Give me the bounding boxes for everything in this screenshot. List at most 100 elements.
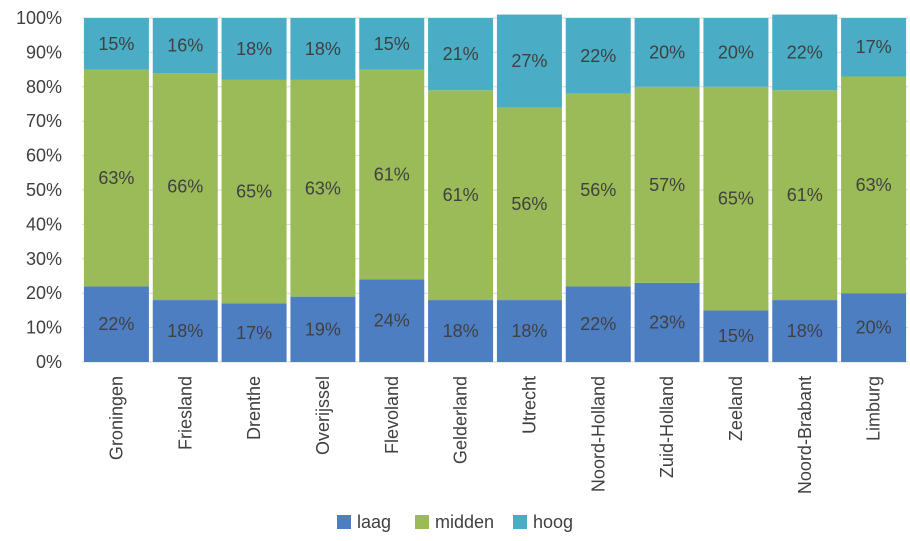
data-label-hoog: 16%: [167, 36, 203, 56]
bar-segment-midden: [290, 79, 356, 297]
data-label-hoog: 17%: [856, 37, 892, 57]
legend-label-midden: midden: [435, 512, 494, 532]
data-label-midden: 56%: [511, 194, 547, 214]
data-label-hoog: 18%: [236, 39, 272, 59]
data-label-midden: 63%: [98, 168, 134, 188]
data-label-hoog: 20%: [718, 42, 754, 62]
bar-segment-hoog: [290, 18, 356, 80]
bar-segment-laag: [359, 279, 425, 362]
y-tick-label: 60%: [26, 146, 62, 166]
data-label-hoog: 15%: [98, 34, 134, 54]
y-tick-label: 90%: [26, 42, 62, 62]
legend: laag midden hoog: [337, 512, 573, 532]
data-label-midden: 57%: [649, 175, 685, 195]
x-category-label: Utrecht: [519, 376, 539, 434]
data-label-laag: 17%: [236, 323, 272, 343]
bar-segment-hoog: [221, 18, 287, 80]
data-label-midden: 63%: [305, 178, 341, 198]
bar-segment-laag: [83, 286, 149, 362]
bar-segment-laag: [703, 310, 769, 362]
bar-segment-midden: [152, 73, 218, 301]
legend-swatch-laag: [337, 515, 351, 529]
y-tick-label: 70%: [26, 111, 62, 131]
bar-segment-laag: [565, 286, 631, 362]
data-label-midden: 61%: [787, 185, 823, 205]
x-category-label: Noord-Holland: [588, 376, 608, 492]
y-tick-label: 80%: [26, 77, 62, 97]
legend-label-hoog: hoog: [533, 512, 573, 532]
bar-segment-hoog: [634, 18, 700, 87]
data-label-midden: 66%: [167, 177, 203, 197]
data-label-midden: 61%: [374, 165, 410, 185]
x-category-label: Zuid-Holland: [657, 376, 677, 478]
data-label-hoog: 22%: [787, 42, 823, 62]
data-label-laag: 19%: [305, 319, 341, 339]
bar-segment-midden: [772, 90, 838, 301]
bar-segment-midden: [634, 86, 700, 283]
data-label-laag: 22%: [98, 314, 134, 334]
data-label-hoog: 21%: [443, 44, 479, 64]
data-label-midden: 56%: [580, 180, 616, 200]
legend-swatch-hoog: [513, 515, 527, 529]
x-category-label: Flevoland: [382, 376, 402, 454]
y-tick-label: 50%: [26, 180, 62, 200]
bar-segment-laag: [496, 300, 562, 362]
x-category-label: Noord-Brabant: [795, 376, 815, 494]
bar-segment-hoog: [496, 14, 562, 108]
bar-segment-hoog: [83, 18, 149, 70]
data-label-hoog: 18%: [305, 39, 341, 59]
gridlines: [82, 17, 908, 363]
x-category-label: Drenthe: [244, 376, 264, 440]
bar-segment-midden: [359, 69, 425, 280]
x-category-label: Friesland: [175, 376, 195, 450]
bar-segment-laag: [221, 303, 287, 362]
x-axis-categories: Groningen Friesland Drenthe Overijssel Flevo…: [106, 376, 883, 494]
y-axis-ticks: 0% 10% 20% 30% 40% 50% 60% 70% 80% 90% 100%: [16, 8, 62, 372]
data-label-hoog: 15%: [374, 34, 410, 54]
bar-segment-midden: [841, 76, 907, 294]
data-labels: 22% 63% 15% 18% 66% 16% 17% 65% 18% 19% 63% 18% 24% 6…: [98, 34, 891, 346]
bar-segment-midden: [221, 79, 287, 304]
bar-segment-laag: [772, 300, 838, 362]
bar-segment-hoog: [565, 18, 631, 94]
data-label-laag: 22%: [580, 314, 616, 334]
data-label-hoog: 22%: [580, 46, 616, 66]
y-tick-label: 40%: [26, 214, 62, 234]
data-label-laag: 18%: [511, 321, 547, 341]
x-category-label: Limburg: [864, 376, 884, 441]
bar-segment-hoog: [703, 18, 769, 87]
bar-segment-midden: [703, 86, 769, 311]
data-label-laag: 24%: [374, 311, 410, 331]
data-label-hoog: 27%: [511, 51, 547, 71]
bars: [83, 14, 907, 362]
y-tick-label: 10%: [26, 318, 62, 338]
legend-label-laag: laag: [357, 512, 391, 532]
bar-segment-midden: [428, 90, 494, 301]
x-category-label: Zeeland: [726, 376, 746, 441]
bar-segment-hoog: [428, 18, 494, 91]
x-category-label: Overijssel: [313, 376, 333, 455]
data-label-laag: 20%: [856, 318, 892, 338]
bar-segment-laag: [290, 296, 356, 362]
data-label-laag: 18%: [167, 321, 203, 341]
bar-segment-hoog: [772, 14, 838, 91]
y-tick-label: 0%: [36, 352, 62, 372]
data-label-hoog: 20%: [649, 42, 685, 62]
y-tick-label: 30%: [26, 249, 62, 269]
bar-segment-laag: [634, 282, 700, 362]
bar-segment-midden: [496, 107, 562, 301]
legend-swatch-midden: [415, 515, 429, 529]
bar-segment-laag: [152, 300, 218, 362]
data-label-laag: 23%: [649, 312, 685, 332]
bar-segment-hoog: [841, 18, 907, 77]
bar-segment-midden: [565, 93, 631, 287]
bar-segment-hoog: [152, 18, 218, 74]
data-label-laag: 18%: [787, 321, 823, 341]
data-label-midden: 63%: [856, 175, 892, 195]
bar-segment-midden: [83, 69, 149, 287]
y-tick-label: 100%: [16, 8, 62, 28]
bar-segment-hoog: [359, 18, 425, 70]
y-tick-label: 20%: [26, 283, 62, 303]
